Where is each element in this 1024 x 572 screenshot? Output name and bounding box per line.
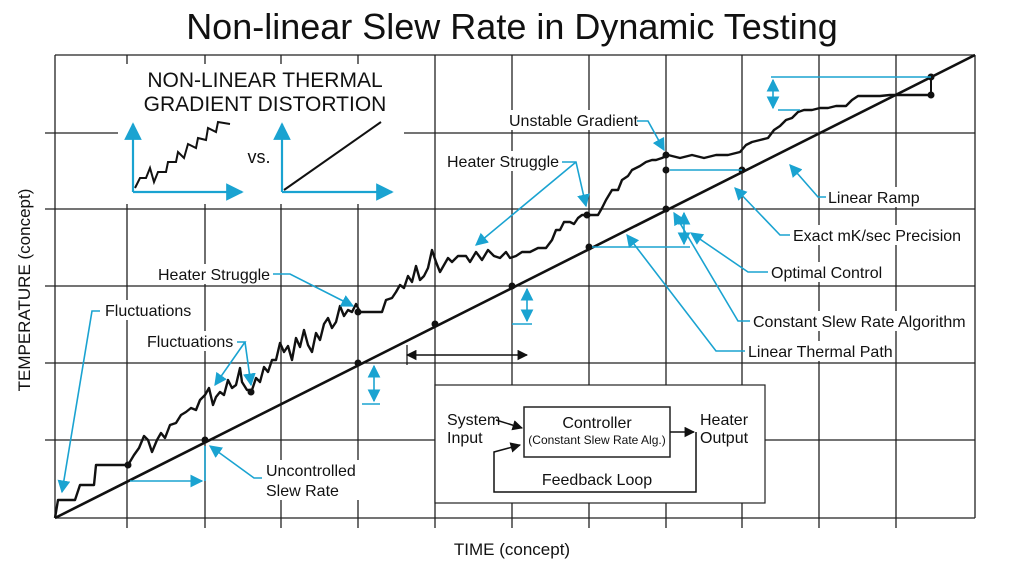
uncontrolled-temperature-curve bbox=[53, 93, 931, 519]
controller-label: Controller bbox=[562, 415, 632, 432]
label-uncontrolled-line2: Slew Rate bbox=[266, 483, 339, 500]
label-constant-slew: Constant Slew Rate Algorithm bbox=[753, 314, 966, 331]
inset-linear-line bbox=[283, 121, 382, 191]
inset-nonlinear-curve bbox=[134, 120, 231, 189]
label-fluctuations-mid: Fluctuations bbox=[147, 334, 233, 351]
inset-vs-label: vs. bbox=[247, 147, 270, 167]
heater-output-line1: Heater bbox=[700, 412, 749, 429]
inset-background bbox=[118, 64, 404, 204]
label-optimal-control: Optimal Control bbox=[771, 265, 882, 282]
label-unstable-gradient: Unstable Gradient bbox=[509, 113, 639, 130]
feedback-loop-line bbox=[493, 432, 697, 493]
diagram-title: Non-linear Slew Rate in Dynamic Testing bbox=[186, 6, 838, 47]
input-arrow bbox=[495, 419, 524, 431]
label-heater-struggle-mid: Heater Struggle bbox=[158, 267, 270, 284]
label-uncontrolled-line1: Uncontrolled bbox=[266, 463, 356, 480]
annotation-labels: Unstable Gradient Heater Struggle Heater… bbox=[102, 110, 968, 500]
label-linear-ramp: Linear Ramp bbox=[828, 190, 920, 207]
inset-title-line1: NON-LINEAR THERMAL bbox=[147, 69, 382, 92]
inset-title-line2: GRADIENT DISTORTION bbox=[144, 93, 387, 116]
label-linear-thermal-path: Linear Thermal Path bbox=[748, 344, 893, 361]
controller-sublabel: (Constant Slew Rate Alg.) bbox=[528, 433, 665, 447]
label-heater-struggle-top: Heater Struggle bbox=[447, 154, 559, 171]
label-exact-precision: Exact mK/sec Precision bbox=[793, 228, 961, 245]
marker-dots bbox=[124, 73, 935, 469]
x-axis-label: TIME (concept) bbox=[454, 540, 570, 559]
system-input-line2: Input bbox=[447, 430, 483, 447]
y-axis-label: TEMPERATURE (concept) bbox=[15, 189, 34, 392]
system-input-line1: System bbox=[447, 412, 500, 429]
heater-output-line2: Output bbox=[700, 430, 749, 447]
label-fluctuations-left: Fluctuations bbox=[105, 303, 191, 320]
block-diagram: System Input Controller (Constant Slew R… bbox=[434, 384, 766, 504]
annotation-lines bbox=[57, 76, 931, 494]
controller-box bbox=[523, 406, 671, 458]
feedback-loop-label: Feedback Loop bbox=[542, 472, 652, 489]
